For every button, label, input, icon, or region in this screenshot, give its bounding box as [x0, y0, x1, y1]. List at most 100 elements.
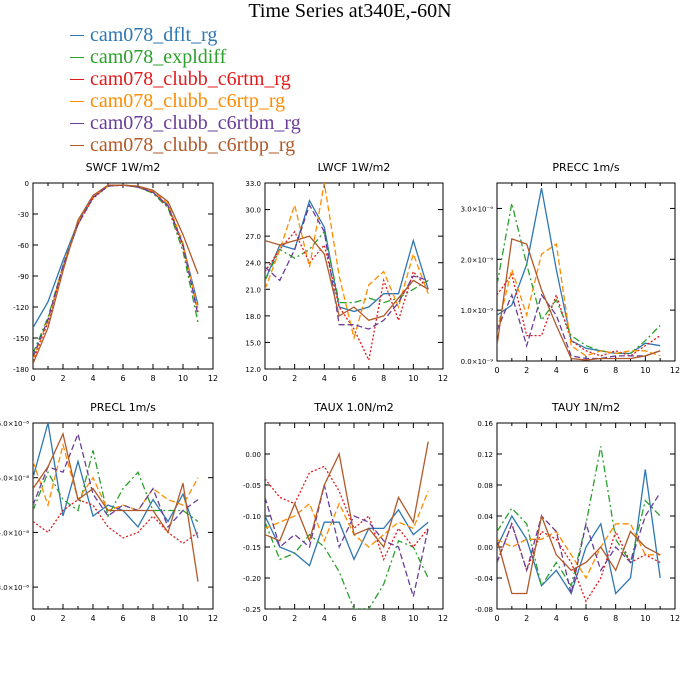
- legend-item: cam078_clubb_c6rtbp_rg: [70, 134, 301, 156]
- plot-frame: [264, 182, 444, 370]
- series-line: [265, 465, 429, 562]
- legend-item: cam078_dflt_rg: [70, 24, 301, 46]
- series-line: [33, 184, 199, 359]
- x-tick-label: 0: [494, 614, 499, 623]
- y-tick-label: -0.04: [475, 575, 494, 583]
- x-tick-label: 6: [583, 366, 588, 375]
- y-tick-label: 3.0×10⁻⁹: [461, 205, 494, 213]
- x-tick-label: 10: [178, 614, 188, 623]
- x-tick-label: 0: [30, 374, 35, 383]
- series-line: [497, 513, 661, 595]
- chart-panel: PRECC 1m/s 0 2 4 6 8 10 12 0.0×10⁻⁹ 1.0×10⁻⁹ 2.0×1…: [461, 161, 681, 375]
- chart-panel: LWCF 1W/m2 0 2 4 6 8 10 12 12.0 15.0 18.0 21.0 24.0 2…: [245, 161, 448, 383]
- y-tick-label: 0.04: [477, 513, 493, 521]
- y-tick-label: -150: [13, 335, 29, 343]
- series-line: [497, 523, 661, 580]
- x-tick-label: 2: [292, 614, 297, 623]
- legend-label: cam078_clubb_c6rtm_rg: [90, 68, 291, 90]
- plot-frame: [496, 422, 676, 610]
- y-tick-label: 3.0×10⁻⁸: [0, 584, 29, 592]
- chart-title: TAUY 1N/m2: [551, 401, 620, 414]
- legend-item: cam078_clubb_c6rtm_rg: [70, 68, 301, 90]
- y-tick-label: -60: [18, 242, 29, 250]
- x-tick-label: 10: [640, 366, 650, 375]
- x-tick-label: 2: [524, 614, 529, 623]
- chart-title: SWCF 1W/m2: [86, 161, 161, 174]
- series-line: [497, 469, 661, 596]
- series-line: [497, 292, 661, 360]
- x-tick-label: 6: [351, 374, 356, 383]
- y-tick-label: 0.12: [477, 451, 493, 459]
- y-tick-label: 21.0: [245, 286, 261, 294]
- legend-swatch: [70, 56, 84, 58]
- legend-item: cam078_expldiff: [70, 46, 301, 68]
- x-tick-label: 2: [60, 614, 65, 623]
- x-tick-label: 8: [150, 614, 155, 623]
- x-tick-label: 4: [322, 374, 327, 383]
- x-tick-label: 4: [554, 366, 559, 375]
- y-tick-label: -0.15: [243, 544, 261, 552]
- y-tick-label: 18.0: [245, 313, 261, 321]
- y-tick-label: -90: [18, 273, 29, 281]
- x-tick-label: 6: [120, 614, 125, 623]
- chart-title: LWCF 1W/m2: [318, 161, 391, 174]
- series-line: [265, 203, 429, 330]
- y-tick-label: 0.00: [477, 544, 493, 552]
- y-tick-label: 0.08: [477, 482, 493, 490]
- series-group: [33, 423, 199, 582]
- x-tick-label: 10: [408, 614, 418, 623]
- x-tick-label: 6: [351, 614, 356, 623]
- series-line: [497, 521, 661, 603]
- series-line: [33, 498, 199, 545]
- series-line: [497, 272, 661, 357]
- y-tick-label: -0.25: [243, 606, 261, 614]
- x-tick-label: 0: [262, 374, 267, 383]
- series-line: [33, 450, 199, 523]
- series-line: [265, 508, 429, 567]
- series-group: [497, 187, 661, 361]
- y-tick-label: 12.0: [245, 366, 261, 374]
- y-tick-label: 0: [25, 180, 29, 188]
- series-line: [497, 446, 661, 588]
- chart-title: PRECC 1m/s: [552, 161, 620, 174]
- series-line: [265, 490, 429, 548]
- series-line: [265, 484, 429, 597]
- y-tick-label: -120: [13, 304, 29, 312]
- y-tick-label: -180: [13, 366, 29, 374]
- x-tick-label: 12: [208, 614, 218, 623]
- plot-frame: [32, 422, 214, 610]
- y-tick-label: 15.0: [245, 339, 261, 347]
- x-tick-label: 0: [262, 614, 267, 623]
- x-tick-label: 2: [60, 374, 65, 383]
- series-line: [33, 184, 199, 329]
- x-tick-label: 6: [120, 374, 125, 383]
- legend-label: cam078_dflt_rg: [90, 24, 218, 46]
- chart-panel: TAUY 1N/m2 0 2 4 6 8 10 12 -0.08 -0.04 0.00 0.04 0.0…: [475, 401, 680, 623]
- x-tick-label: 2: [292, 374, 297, 383]
- legend-swatch: [70, 122, 84, 124]
- x-tick-label: 12: [670, 366, 680, 375]
- chart-title: PRECL 1m/s: [90, 401, 156, 414]
- series-line: [33, 184, 199, 361]
- legend-swatch: [70, 144, 84, 146]
- series-line: [33, 184, 199, 357]
- series-group: [265, 183, 429, 363]
- y-tick-label: 24.0: [245, 260, 261, 268]
- y-tick-label: -0.10: [243, 513, 261, 521]
- y-tick-label: 33.0: [245, 180, 261, 188]
- page-title: Time Series at340E,-60N: [248, 0, 452, 22]
- x-tick-label: 12: [208, 374, 218, 383]
- series-line: [265, 441, 429, 549]
- y-tick-label: -0.20: [243, 575, 261, 583]
- series-group: [497, 446, 661, 603]
- y-tick-label: 1.0×10⁻⁹: [461, 307, 494, 315]
- x-tick-label: 4: [90, 374, 95, 383]
- series-line: [265, 230, 429, 363]
- y-tick-label: -0.05: [243, 482, 261, 490]
- legend-swatch: [70, 34, 84, 36]
- chart-panel: PRECL 1m/s 0 2 4 6 8 10 12 3.0×10⁻⁸ 4.0×10⁻⁸ 5.0×1…: [0, 401, 218, 623]
- series-line: [497, 238, 661, 361]
- y-tick-label: 0.00: [245, 451, 261, 459]
- series-line: [33, 184, 199, 365]
